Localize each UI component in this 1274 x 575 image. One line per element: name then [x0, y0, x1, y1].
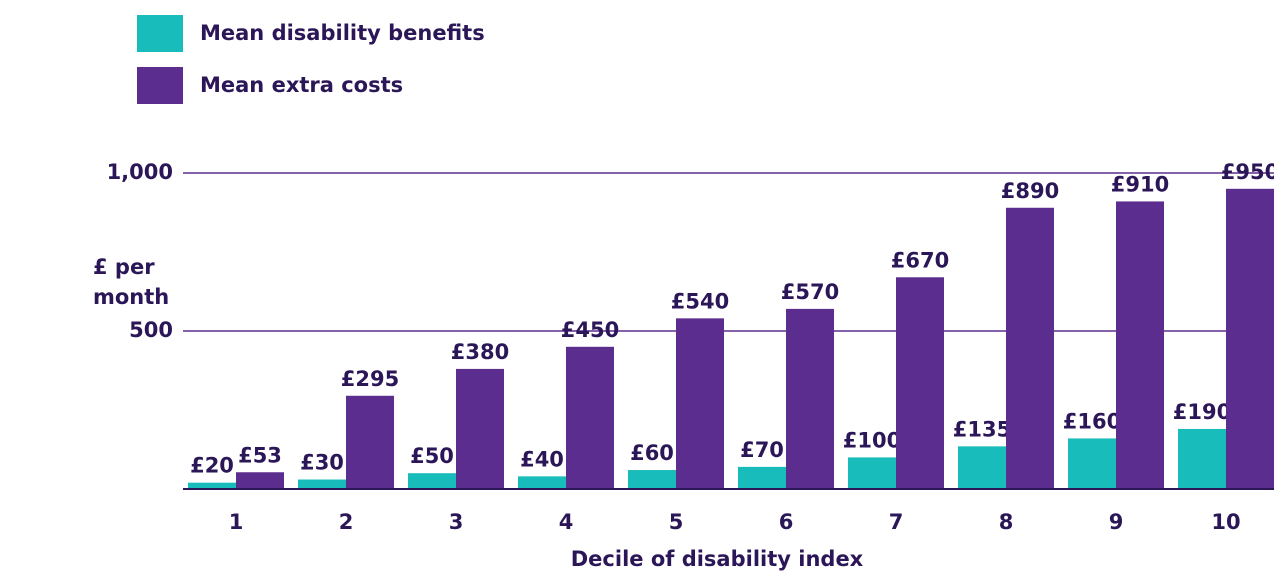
bar: [848, 457, 896, 489]
bar: [1116, 201, 1164, 489]
bar: [346, 395, 394, 489]
x-axis-title: Decile of disability index: [571, 547, 864, 571]
x-tick-label: 3: [449, 510, 464, 534]
bar: [1068, 438, 1116, 489]
x-tick-label: 6: [779, 510, 794, 534]
x-tick-label: 2: [339, 510, 354, 534]
y-tick-label: 1,000: [107, 160, 173, 184]
bar: [456, 368, 504, 489]
data-label: £295: [341, 367, 399, 391]
bar: [896, 277, 944, 489]
data-label: £540: [671, 289, 729, 313]
x-tick-label: 4: [559, 510, 574, 534]
data-label: £910: [1111, 172, 1169, 196]
legend-swatch: [137, 67, 183, 104]
bar: [408, 473, 456, 489]
data-label: £160: [1063, 409, 1121, 433]
x-tick-label: 8: [999, 510, 1014, 534]
data-label: £40: [520, 447, 564, 471]
x-tick-label: 7: [889, 510, 904, 534]
data-label: £450: [561, 318, 619, 342]
x-tick-label: 1: [229, 510, 244, 534]
data-label: £100: [843, 428, 901, 452]
bar: [298, 479, 346, 489]
x-tick-label: 9: [1109, 510, 1124, 534]
y-axis-title: £ per: [93, 255, 155, 279]
data-label: £570: [781, 280, 839, 304]
data-label: £380: [451, 340, 509, 364]
bar: [676, 318, 724, 489]
bar: [738, 466, 786, 489]
data-label: £50: [410, 444, 454, 468]
bar: [566, 346, 614, 489]
data-label: £53: [238, 443, 282, 467]
data-label: £30: [300, 451, 344, 475]
bar: [188, 482, 236, 489]
data-label: £190: [1173, 400, 1231, 424]
x-tick-label: 10: [1211, 510, 1240, 534]
data-label: £70: [740, 438, 784, 462]
data-label: £20: [190, 454, 234, 478]
legend-label: Mean disability benefits: [200, 21, 485, 45]
data-label: £890: [1001, 179, 1059, 203]
bar: [518, 476, 566, 489]
bar: [1178, 428, 1226, 489]
x-tick-label: 5: [669, 510, 684, 534]
y-tick-label: 500: [129, 318, 173, 342]
data-label: £60: [630, 441, 674, 465]
bar: [236, 472, 284, 489]
bar: [1226, 188, 1274, 490]
legend-swatch: [137, 15, 183, 52]
bar: [958, 446, 1006, 489]
bar: [628, 470, 676, 489]
bar: [786, 308, 834, 489]
y-axis-title: month: [93, 285, 169, 309]
data-label: £950: [1221, 160, 1274, 184]
bar: [1006, 207, 1054, 489]
data-label: £670: [891, 248, 949, 272]
data-label: £135: [953, 417, 1011, 441]
legend-label: Mean extra costs: [200, 73, 403, 97]
